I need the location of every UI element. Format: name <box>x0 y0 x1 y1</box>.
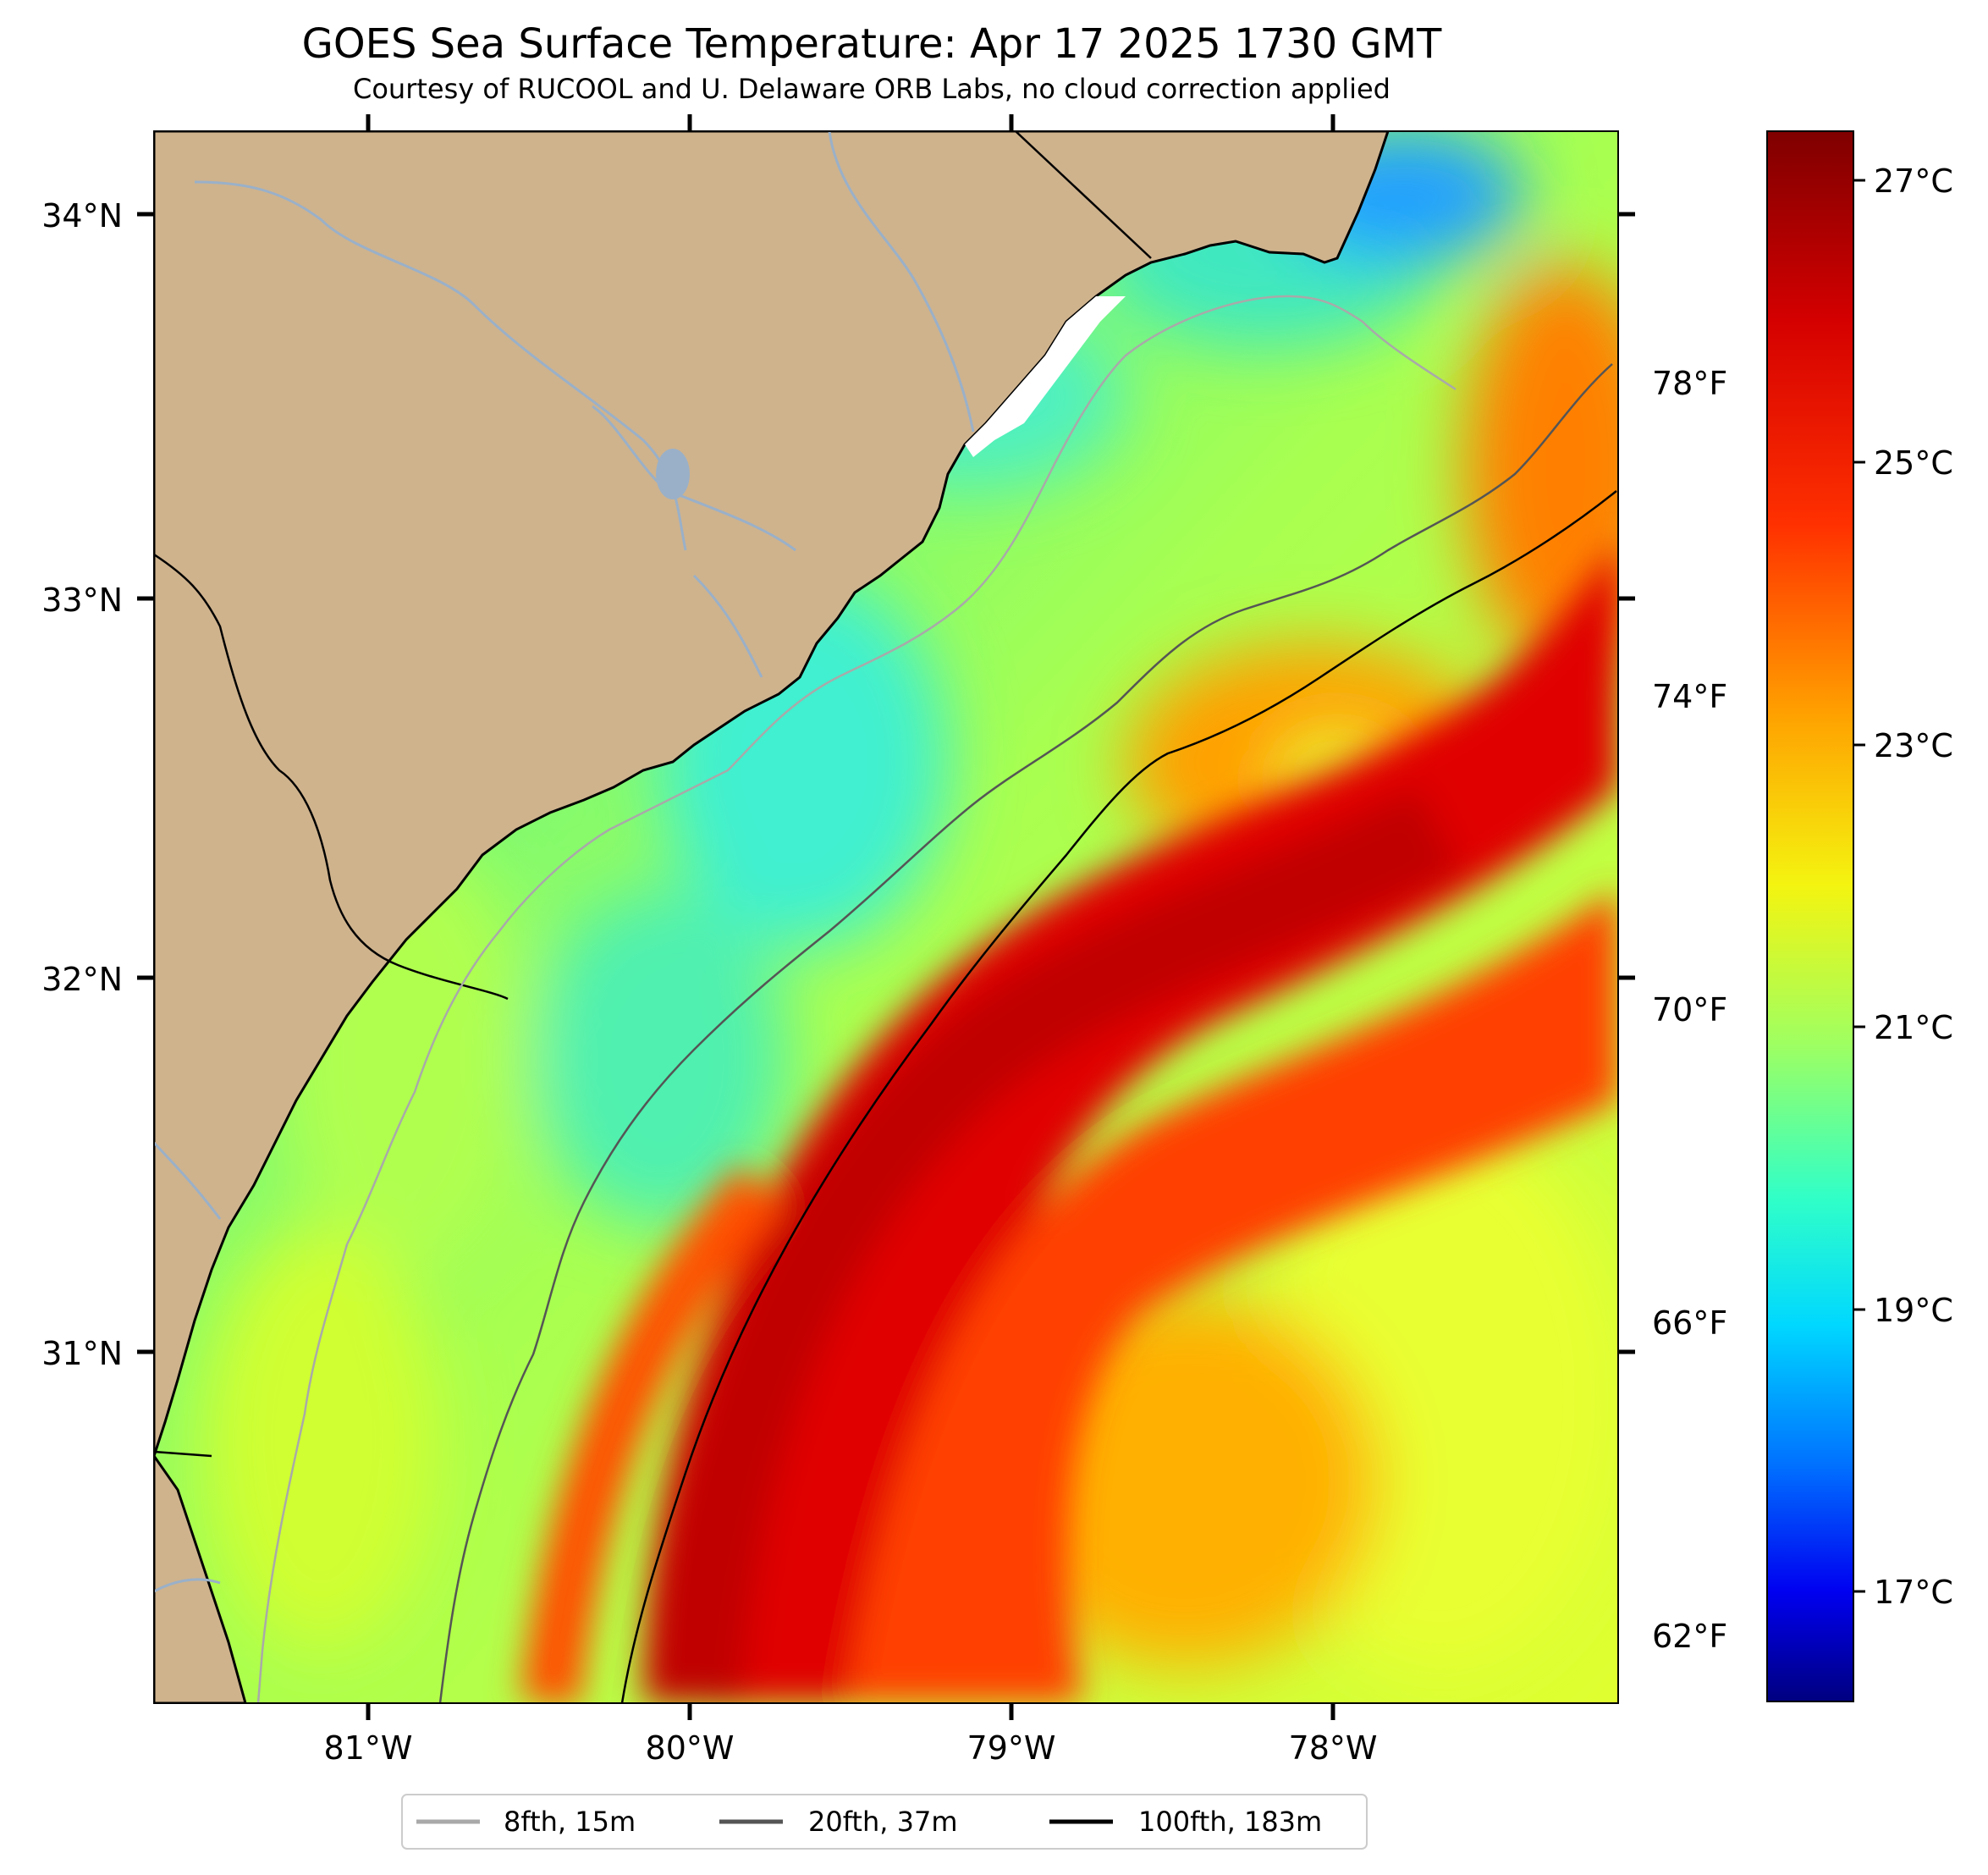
temp-f-70: 70°F <box>1652 991 1727 1028</box>
legend: 8fth, 15m 20fth, 37m 100fth, 183m <box>401 1794 1368 1850</box>
legend-label-100fth: 100fth, 183m <box>1138 1806 1322 1838</box>
legend-label-8fth: 8fth, 15m <box>504 1806 636 1838</box>
lat-label-31: 31°N <box>41 1335 123 1372</box>
isobath-20fth <box>438 363 1613 1703</box>
isobath-8fth <box>256 295 1457 1703</box>
lon-label-80: 80°W <box>646 1729 735 1767</box>
colorbar-label-21c: 21°C <box>1874 1009 1953 1046</box>
colorbar: 27°C 25°C 23°C 21°C 19°C 17°C <box>1766 130 1953 1702</box>
fahrenheit-axis: 78°F 74°F 70°F 66°F 62°F <box>1652 365 1727 1655</box>
temp-f-78: 78°F <box>1652 365 1727 402</box>
lon-label-79: 79°W <box>967 1729 1056 1767</box>
lon-label-78: 78°W <box>1289 1729 1378 1767</box>
colorbar-label-27c: 27°C <box>1874 163 1953 200</box>
gulf-stream <box>520 542 1618 1703</box>
state-borders <box>154 131 1152 1458</box>
colorbar-label-23c: 23°C <box>1874 727 1953 764</box>
colorbar-label-19c: 19°C <box>1874 1292 1953 1329</box>
land-mass <box>154 131 1390 1457</box>
map-frame <box>153 130 1619 1704</box>
map-panel[interactable] <box>154 127 1667 1703</box>
coastal-gap <box>965 296 1126 457</box>
legend-box <box>401 1794 1368 1850</box>
lat-label-34: 34°N <box>41 197 123 234</box>
colorbar-label-25c: 25°C <box>1874 444 1953 482</box>
lake <box>656 449 690 499</box>
legend-label-20fth: 20fth, 37m <box>808 1806 957 1838</box>
temp-f-74: 74°F <box>1652 678 1727 715</box>
lat-label-33: 33°N <box>41 582 123 619</box>
lon-label-81: 81°W <box>324 1729 413 1767</box>
colorbar-label-17c: 17°C <box>1874 1574 1953 1611</box>
temp-f-62: 62°F <box>1652 1618 1727 1655</box>
figure-subtitle: Courtesy of RUCOOL and U. Delaware ORB L… <box>353 73 1390 105</box>
lat-label-32: 32°N <box>41 961 123 998</box>
isobath-100fth <box>620 490 1617 1703</box>
temp-f-66: 66°F <box>1652 1304 1727 1342</box>
colorbar-gradient <box>1766 130 1854 1702</box>
figure-title: GOES Sea Surface Temperature: Apr 17 202… <box>302 20 1442 68</box>
lat-ticks <box>137 212 1635 1354</box>
isobaths <box>256 295 1617 1703</box>
lon-ticks <box>366 114 1335 1720</box>
